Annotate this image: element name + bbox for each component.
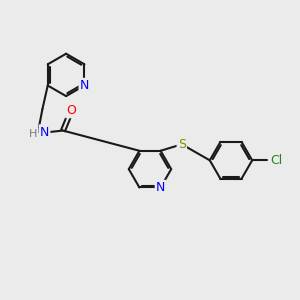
Text: N: N xyxy=(40,125,49,139)
Text: H: H xyxy=(29,128,37,139)
Text: N: N xyxy=(80,79,89,92)
Text: Cl: Cl xyxy=(270,154,282,167)
Text: N: N xyxy=(156,181,165,194)
Text: O: O xyxy=(66,104,76,117)
Text: S: S xyxy=(178,138,186,151)
